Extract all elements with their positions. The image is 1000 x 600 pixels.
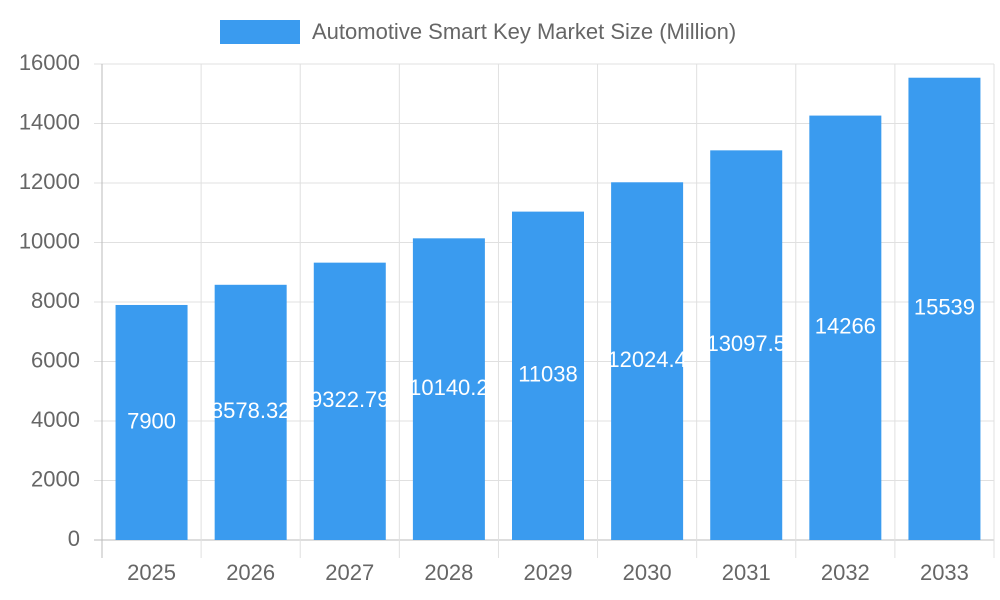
y-tick-label: 0 xyxy=(68,526,80,551)
legend-swatch xyxy=(220,20,300,44)
data-label: 13097.5 xyxy=(706,331,786,356)
data-label: 7900 xyxy=(127,408,176,433)
y-tick-label: 10000 xyxy=(19,228,80,253)
x-tick-label: 2027 xyxy=(325,560,374,585)
x-tick-label: 2029 xyxy=(524,560,573,585)
data-label: 9322.79 xyxy=(310,387,390,412)
data-label: 12024.4 xyxy=(607,347,687,372)
data-label: 8578.32 xyxy=(211,398,291,423)
data-label: 15539 xyxy=(914,295,975,320)
bar xyxy=(512,211,584,540)
bar xyxy=(611,182,684,540)
bar xyxy=(412,238,485,541)
bar xyxy=(115,304,188,540)
x-tick-label: 2026 xyxy=(226,560,275,585)
data-label: 14266 xyxy=(815,314,876,339)
bar xyxy=(908,77,981,540)
bar xyxy=(710,150,783,541)
y-tick-label: 16000 xyxy=(19,50,80,75)
data-label: 10140.2 xyxy=(409,375,489,400)
y-tick-label: 6000 xyxy=(31,347,80,372)
legend-label: Automotive Smart Key Market Size (Millio… xyxy=(312,19,736,44)
y-tick-label: 14000 xyxy=(19,109,80,134)
y-tick-label: 4000 xyxy=(31,407,80,432)
x-tick-label: 2032 xyxy=(821,560,870,585)
x-tick-label: 2025 xyxy=(127,560,176,585)
x-tick-label: 2033 xyxy=(920,560,969,585)
x-tick-label: 2030 xyxy=(623,560,672,585)
x-tick-label: 2028 xyxy=(424,560,473,585)
y-tick-label: 2000 xyxy=(31,466,80,491)
y-tick-label: 8000 xyxy=(31,288,80,313)
bar xyxy=(313,262,386,540)
bar xyxy=(809,115,882,541)
bar xyxy=(214,284,287,540)
data-label: 11038 xyxy=(518,362,578,387)
x-tick-label: 2031 xyxy=(722,560,771,585)
y-tick-label: 12000 xyxy=(19,169,80,194)
